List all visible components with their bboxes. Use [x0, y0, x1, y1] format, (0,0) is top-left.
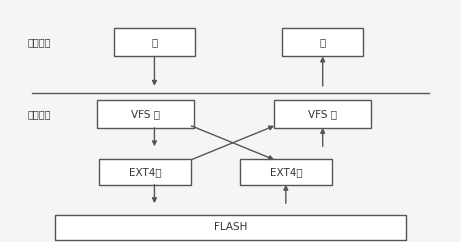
Bar	[97, 100, 194, 128]
Text: 内核空间: 内核空间	[28, 109, 51, 119]
Text: VFS 写: VFS 写	[131, 109, 160, 119]
Text: EXT4读: EXT4读	[270, 167, 302, 177]
Text: 读: 读	[319, 37, 326, 47]
Bar	[99, 159, 191, 184]
Bar	[55, 215, 406, 240]
Text: 写: 写	[151, 37, 158, 47]
Bar	[282, 28, 363, 56]
Text: EXT4写: EXT4写	[129, 167, 161, 177]
Text: VFS 读: VFS 读	[308, 109, 337, 119]
Bar	[114, 28, 195, 56]
Bar	[274, 100, 371, 128]
Text: FLASH: FLASH	[214, 222, 247, 233]
Bar	[240, 159, 332, 184]
Text: 用户空间: 用户空间	[28, 37, 51, 47]
